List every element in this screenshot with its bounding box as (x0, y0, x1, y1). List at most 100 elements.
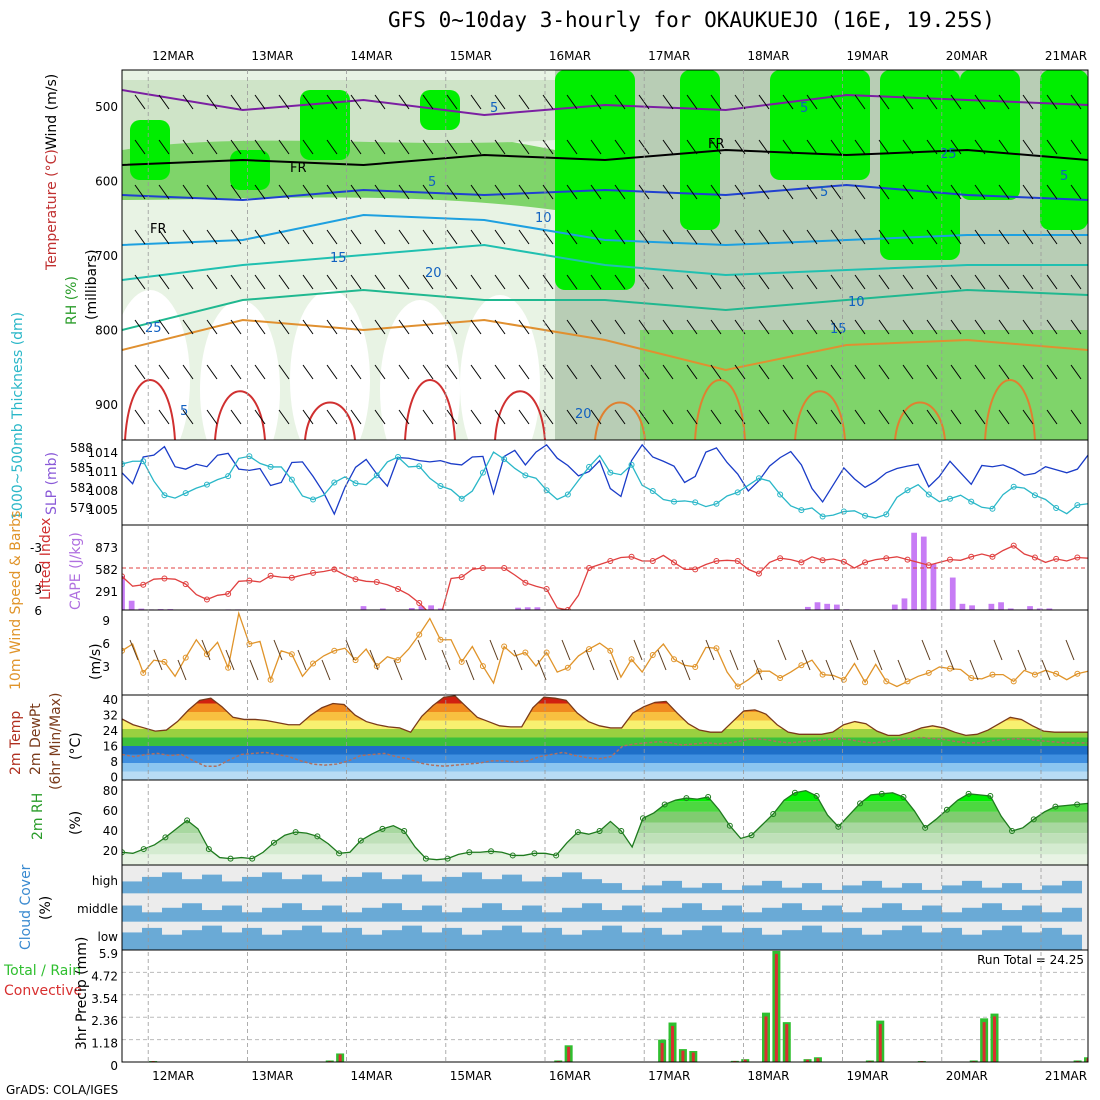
rh-line-point (748, 832, 755, 839)
x-tick-label-top: 12MAR (152, 49, 194, 63)
cape-bar (959, 603, 966, 610)
contour-label: FR (150, 222, 167, 237)
cloud-bar (542, 876, 562, 894)
wind-barb (254, 409, 266, 425)
cape-bar (998, 602, 1004, 610)
rh-line-point (227, 855, 234, 862)
wind-barb (278, 94, 290, 110)
rh-band (122, 780, 1088, 791)
wind-barb (878, 274, 890, 290)
cloud-bar (202, 925, 222, 950)
wind-barb (374, 139, 386, 155)
convective-bar (1086, 1058, 1088, 1062)
cloud-bar (402, 874, 422, 894)
y-tick-label: 700 (95, 249, 118, 263)
rh-line-point (122, 849, 125, 856)
wind-barb (153, 649, 163, 671)
wind-barb (590, 409, 602, 425)
temp-band (122, 771, 1088, 780)
wind-barb (206, 364, 218, 380)
cloud-bar (642, 885, 662, 894)
wind-barb (350, 139, 362, 155)
wind-barb (614, 274, 626, 290)
temp-band (122, 696, 1088, 704)
wind-barb (350, 409, 362, 425)
contour-label: FR (708, 137, 725, 152)
wind-barb (302, 184, 314, 200)
wind-barb (950, 319, 962, 335)
convective-bar (774, 953, 778, 1062)
wind-barb (518, 364, 530, 380)
cloud-bar (942, 927, 962, 950)
wind-barb (254, 364, 266, 380)
wind-barb (350, 184, 362, 200)
lifted-index-line-point (819, 557, 826, 564)
wind-barb (537, 659, 547, 681)
wind-barb (494, 94, 506, 110)
wind-barb (878, 139, 890, 155)
cloud-bar (1002, 925, 1022, 950)
wind-barb (278, 184, 290, 200)
y-tick-label: 40 (103, 693, 118, 707)
wind-barb (470, 274, 482, 290)
wind-barb (350, 274, 362, 290)
wind-barb (398, 364, 410, 380)
y-tick-label: 16 (103, 740, 118, 754)
y-tick-label: 291 (95, 585, 118, 599)
wind-barb (662, 229, 674, 245)
lifted-index-line-point (713, 558, 720, 564)
wind-speed-line-point (479, 663, 486, 670)
series-line-slp (122, 443, 1088, 516)
wind-barb (758, 139, 770, 155)
wind-barb (686, 139, 698, 155)
y-tick-label: 588 (70, 441, 93, 455)
wind-barb (734, 364, 746, 380)
series-line-1000-500mb-thickness-point (310, 496, 317, 503)
wind-barb (758, 409, 770, 425)
wind-barb (830, 364, 842, 380)
cloud-bar (382, 879, 402, 894)
cloud-bar (982, 930, 1002, 950)
wind-speed-line-point (352, 657, 359, 664)
wind-barb (470, 184, 482, 200)
convective-bar (993, 1016, 997, 1062)
wind-barb (1046, 364, 1058, 380)
cloud-bar (262, 907, 282, 922)
cloud-bar (1042, 885, 1062, 894)
lifted-index-line-point (331, 566, 338, 573)
wind-barb (782, 364, 794, 380)
y-tick-label: 1008 (87, 484, 118, 498)
wind-barb (513, 649, 523, 671)
lifted-index-line-point (161, 575, 168, 582)
cloud-bar (282, 879, 302, 894)
series-line-1000-500mb-thickness-point (182, 490, 189, 497)
wind-barb (542, 409, 554, 425)
temperature-contour (494, 390, 546, 440)
cloud-bar (502, 874, 522, 894)
y-tick-label: 6 (102, 637, 110, 651)
series-line-1000-500mb-thickness-point (395, 454, 401, 460)
wind-barb (446, 409, 458, 425)
wind-barb (662, 139, 674, 155)
wind-barb (926, 319, 938, 335)
series-line-1000-500mb-thickness-point (925, 491, 932, 498)
wind-barb (542, 94, 554, 110)
cloud-bar (222, 932, 242, 950)
cloud-bar (442, 912, 462, 922)
wind-barb (854, 139, 866, 155)
cloud-bar (642, 912, 662, 922)
cape-bar (1007, 608, 1014, 610)
wind-barb (902, 319, 914, 335)
wind-barb (326, 139, 338, 155)
wind-barb (1046, 139, 1058, 155)
series-line-1000-500mb-thickness-point (373, 472, 380, 479)
contour-label: 25 (145, 321, 162, 336)
cloud-bar (782, 903, 802, 922)
rh-fill (122, 780, 1088, 865)
y-axis-label: Temperature (°C) (44, 149, 60, 271)
wind-barb (782, 319, 794, 335)
y-tick-label: 0 (34, 562, 42, 576)
wind-barb (902, 229, 914, 245)
cloud-bar (962, 880, 982, 894)
wind-barb (734, 274, 746, 290)
